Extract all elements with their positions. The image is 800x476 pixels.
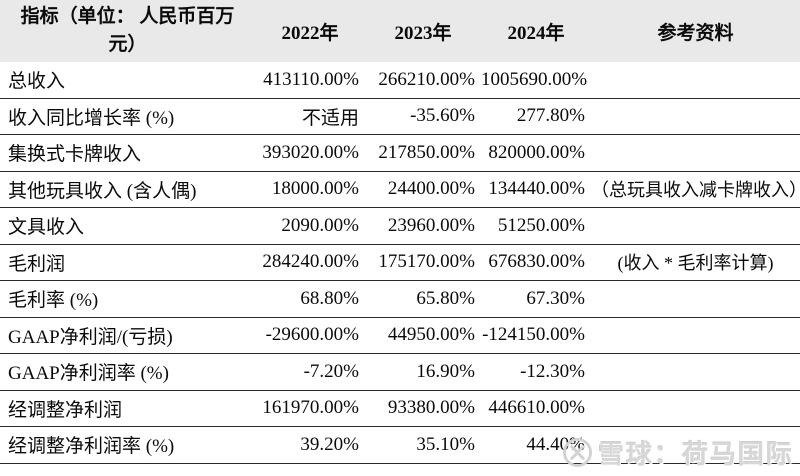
row-metric-label: 集换式卡牌收入 bbox=[0, 134, 255, 172]
row-metric-label: 毛利率 (%) bbox=[0, 280, 255, 318]
table-row: 文具收入 2090.00% 23960.00% 51250.00% bbox=[0, 207, 800, 245]
value-2022: 161970.00% bbox=[255, 390, 365, 427]
value-2024: 446610.00% bbox=[481, 390, 591, 427]
table-header: 指标（单位： 人民币百万元） 2022年 2023年 2024年 参考资料 bbox=[0, 0, 800, 62]
table-row: 经调整净利润 161970.00% 93380.00% 446610.00% bbox=[0, 390, 800, 427]
value-2024: 67.30% bbox=[481, 280, 591, 318]
value-2022: 不适用 bbox=[255, 98, 365, 135]
value-2023: 24400.00% bbox=[365, 171, 481, 208]
reference-note: （总玩具收入减卡牌收入） bbox=[591, 171, 800, 208]
value-2022: 413110.00% bbox=[255, 62, 365, 99]
reference-note bbox=[591, 134, 800, 172]
value-2022: 393020.00% bbox=[255, 134, 365, 172]
reference-note bbox=[591, 317, 800, 354]
header-reference: 参考资料 bbox=[591, 0, 800, 62]
table-row: GAAP净利润/(亏损) -29600.00% 44950.00% -12415… bbox=[0, 317, 800, 354]
table-body: 总收入 413110.00% 266210.00% 1005690.00% 收入… bbox=[0, 62, 800, 464]
table-row: 收入同比增长率 (%) 不适用 -35.60% 277.80% bbox=[0, 98, 800, 135]
value-2023: 93380.00% bbox=[365, 390, 481, 427]
row-metric-label: 经调整净利润 bbox=[0, 390, 255, 427]
header-row: 指标（单位： 人民币百万元） 2022年 2023年 2024年 参考资料 bbox=[0, 0, 800, 62]
value-2023: 23960.00% bbox=[365, 207, 481, 245]
value-2022: 18000.00% bbox=[255, 171, 365, 208]
value-2024: 676830.00% bbox=[481, 244, 591, 281]
header-year-2023: 2023年 bbox=[365, 0, 481, 62]
reference-note bbox=[591, 426, 800, 464]
value-2023: 35.10% bbox=[365, 426, 481, 464]
table-row: 集换式卡牌收入 393020.00% 217850.00% 820000.00% bbox=[0, 134, 800, 172]
value-2022: -7.20% bbox=[255, 353, 365, 391]
value-2022: 39.20% bbox=[255, 426, 365, 464]
value-2023: 266210.00% bbox=[365, 62, 481, 99]
reference-note bbox=[591, 62, 800, 99]
value-2024: 134440.00% bbox=[481, 171, 591, 208]
header-year-2024: 2024年 bbox=[481, 0, 591, 62]
reference-note bbox=[591, 280, 800, 318]
header-year-2022: 2022年 bbox=[255, 0, 365, 62]
value-2024: 277.80% bbox=[481, 98, 591, 135]
financial-indicators-table: 指标（单位： 人民币百万元） 2022年 2023年 2024年 参考资料 总收… bbox=[0, 0, 800, 464]
row-metric-label: 其他玩具收入 (含人偶) bbox=[0, 171, 255, 208]
header-metric-unit: 指标（单位： 人民币百万元） bbox=[0, 0, 255, 62]
row-metric-label: 经调整净利润率 (%) bbox=[0, 426, 255, 464]
reference-note bbox=[591, 390, 800, 427]
row-metric-label: 文具收入 bbox=[0, 207, 255, 245]
value-2023: 175170.00% bbox=[365, 244, 481, 281]
row-metric-label: GAAP净利润/(亏损) bbox=[0, 317, 255, 354]
value-2023: -35.60% bbox=[365, 98, 481, 135]
value-2022: 68.80% bbox=[255, 280, 365, 318]
value-2023: 65.80% bbox=[365, 280, 481, 318]
row-metric-label: 总收入 bbox=[0, 62, 255, 99]
table-row: 毛利润 284240.00% 175170.00% 676830.00% (收入… bbox=[0, 244, 800, 281]
table-row: 其他玩具收入 (含人偶) 18000.00% 24400.00% 134440.… bbox=[0, 171, 800, 208]
value-2022: 2090.00% bbox=[255, 207, 365, 245]
value-2022: -29600.00% bbox=[255, 317, 365, 354]
value-2022: 284240.00% bbox=[255, 244, 365, 281]
reference-note: (收入 * 毛利率计算) bbox=[591, 244, 800, 281]
table-row: 毛利率 (%) 68.80% 65.80% 67.30% bbox=[0, 280, 800, 318]
value-2023: 16.90% bbox=[365, 353, 481, 391]
table-row: GAAP净利润率 (%) -7.20% 16.90% -12.30% bbox=[0, 353, 800, 391]
reference-note bbox=[591, 207, 800, 245]
row-metric-label: GAAP净利润率 (%) bbox=[0, 353, 255, 391]
value-2024: -124150.00% bbox=[481, 317, 591, 354]
value-2024: 1005690.00% bbox=[481, 62, 591, 99]
value-2024: 44.40% bbox=[481, 426, 591, 464]
value-2023: 44950.00% bbox=[365, 317, 481, 354]
table-row: 总收入 413110.00% 266210.00% 1005690.00% bbox=[0, 62, 800, 99]
value-2024: -12.30% bbox=[481, 353, 591, 391]
table-row: 经调整净利润率 (%) 39.20% 35.10% 44.40% bbox=[0, 426, 800, 464]
value-2024: 51250.00% bbox=[481, 207, 591, 245]
row-metric-label: 毛利润 bbox=[0, 244, 255, 281]
row-metric-label: 收入同比增长率 (%) bbox=[0, 98, 255, 135]
reference-note bbox=[591, 353, 800, 391]
value-2024: 820000.00% bbox=[481, 134, 591, 172]
reference-note bbox=[591, 98, 800, 135]
value-2023: 217850.00% bbox=[365, 134, 481, 172]
